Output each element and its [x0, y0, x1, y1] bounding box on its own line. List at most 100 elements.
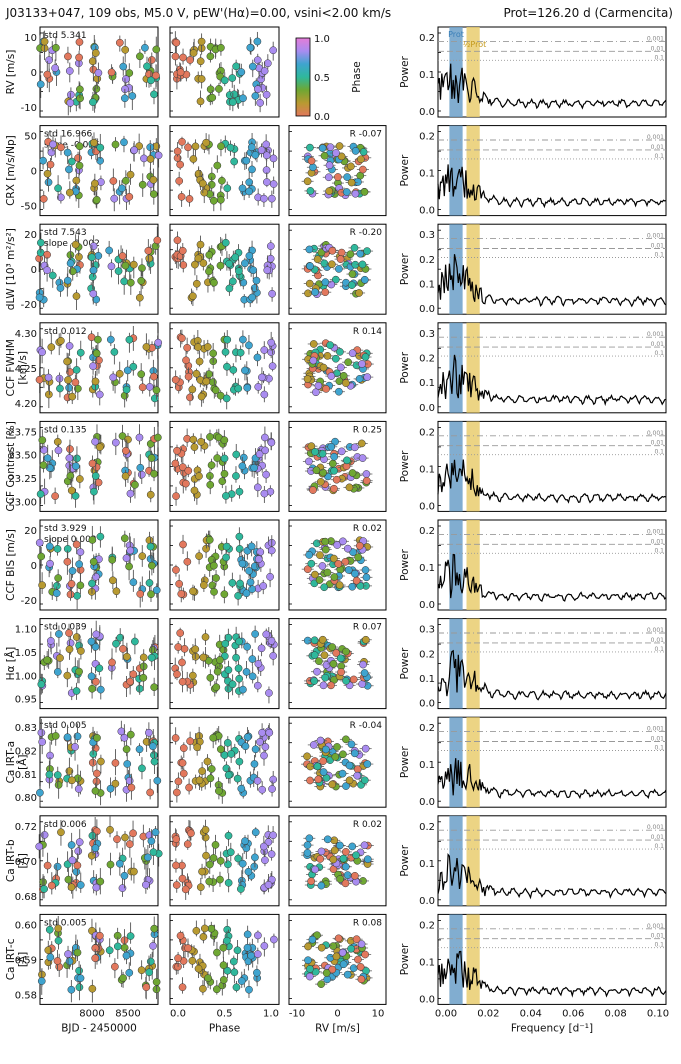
fap-label: 0.01	[651, 144, 665, 151]
data-point	[49, 140, 57, 149]
data-point	[186, 737, 194, 745]
data-point	[43, 70, 52, 79]
data-point	[126, 489, 135, 498]
data-point	[173, 147, 182, 156]
data-point	[200, 581, 208, 590]
correlation-annotation: R 0.08	[353, 918, 382, 928]
y-tick-label: 0.70	[15, 857, 37, 868]
data-point	[72, 292, 81, 300]
data-point	[306, 187, 315, 195]
power-tick-label: 0.2	[419, 33, 435, 44]
data-point	[48, 271, 57, 280]
data-point	[261, 743, 270, 751]
data-point	[337, 668, 345, 676]
data-point	[76, 581, 85, 590]
data-point	[146, 957, 155, 966]
fap-label: 0.1	[654, 153, 664, 160]
data-point	[35, 538, 44, 547]
y-axis-label: Ca IRT-c	[5, 938, 17, 980]
data-point	[91, 377, 100, 386]
data-point	[263, 59, 272, 68]
data-point	[185, 783, 193, 792]
data-point	[186, 393, 194, 402]
data-point	[356, 249, 365, 258]
data-point	[63, 671, 72, 680]
data-point	[192, 926, 201, 935]
data-point	[115, 38, 124, 47]
data-point	[75, 966, 83, 975]
data-point	[126, 546, 135, 555]
data-point	[92, 630, 101, 639]
data-point	[178, 463, 187, 471]
data-point	[238, 859, 247, 868]
data-point	[136, 590, 145, 598]
half-prot-band	[466, 322, 480, 413]
data-point	[230, 968, 239, 977]
data-point	[185, 195, 194, 203]
data-point	[303, 752, 311, 761]
data-point	[55, 374, 64, 383]
data-point	[175, 580, 183, 588]
data-point	[329, 942, 338, 950]
data-point	[253, 776, 262, 785]
data-point	[309, 741, 318, 749]
data-point	[92, 572, 100, 581]
data-point	[77, 647, 85, 655]
periodogram-line	[437, 354, 667, 407]
data-point	[221, 348, 230, 356]
power-tick-label: 0.2	[419, 920, 435, 931]
data-point	[355, 289, 363, 297]
data-point	[126, 932, 135, 940]
data-point	[144, 246, 153, 255]
data-point	[239, 685, 247, 694]
data-point	[72, 176, 81, 185]
fap-label: 0.001	[647, 923, 664, 930]
data-point	[67, 486, 76, 495]
data-point	[251, 630, 259, 638]
data-point	[91, 642, 100, 651]
data-point	[191, 142, 200, 151]
data-point	[234, 664, 243, 673]
data-point	[199, 653, 208, 662]
data-point	[312, 388, 320, 397]
data-point	[125, 968, 134, 977]
data-point	[152, 978, 161, 986]
data-point	[71, 378, 80, 387]
data-point	[90, 138, 98, 147]
data-point	[38, 581, 46, 590]
data-point	[229, 277, 237, 286]
data-point	[331, 275, 340, 284]
data-point	[343, 871, 352, 879]
data-point	[65, 454, 74, 462]
x-tick-label: -10	[289, 1008, 305, 1019]
fap-label: 0.01	[651, 538, 665, 545]
data-point	[311, 865, 319, 874]
power-axis-label: Power	[399, 647, 411, 679]
data-point	[94, 251, 103, 260]
data-point	[55, 630, 63, 638]
data-point	[223, 936, 231, 945]
data-point	[193, 743, 202, 752]
power-axis-label: Power	[399, 253, 411, 285]
data-point	[336, 255, 345, 263]
data-point	[205, 370, 213, 379]
data-point	[37, 728, 46, 737]
data-point	[196, 883, 205, 892]
data-point	[152, 586, 161, 595]
data-point	[304, 289, 312, 298]
data-point	[323, 835, 332, 844]
y-axis-label: [Å]	[16, 952, 29, 967]
data-point	[223, 738, 232, 747]
y-tick-label: 1.00	[15, 671, 37, 682]
data-point	[354, 178, 362, 186]
data-point	[89, 242, 98, 250]
data-point	[351, 569, 359, 578]
data-point	[306, 143, 314, 152]
data-point	[335, 581, 344, 589]
data-point	[139, 673, 148, 682]
data-point	[74, 154, 82, 162]
data-point	[309, 486, 317, 494]
data-point	[327, 442, 336, 451]
data-point	[326, 341, 334, 349]
data-point	[141, 880, 150, 889]
